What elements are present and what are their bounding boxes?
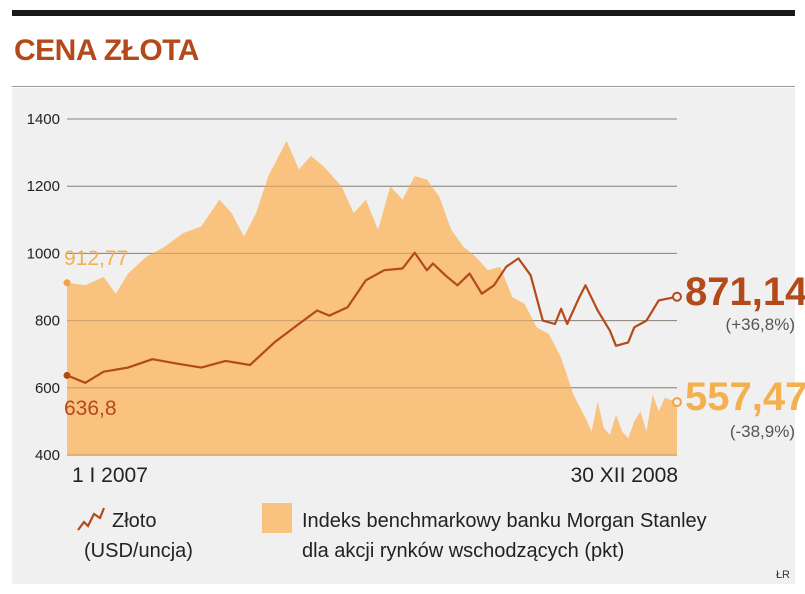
index-legend-swatch <box>262 503 292 533</box>
legend-index-unit: dla akcji rynków wschodzących (pkt) <box>302 540 624 562</box>
title-rule <box>12 86 795 87</box>
legend-index: Indeks benchmarkowy banku Morgan Stanley… <box>262 503 707 562</box>
index-start-dot <box>63 279 71 287</box>
gold-end-label: 871,14 <box>685 270 805 314</box>
y-tick-label: 600 <box>35 380 60 397</box>
gold-start-label: 636,8 <box>64 397 117 420</box>
index-end-dot <box>672 397 682 408</box>
y-tick-label: 1000 <box>27 245 60 262</box>
legend-index-name: Indeks benchmarkowy banku Morgan Stanley <box>302 510 707 532</box>
gridlines-over-area <box>67 118 677 456</box>
y-axis: 400 600 800 1000 1200 1400 <box>27 111 60 464</box>
gold-start-dot <box>63 371 71 379</box>
gold-legend-icon <box>77 507 106 531</box>
index-end-label: 557,47 <box>685 375 805 419</box>
index-start-label: 912,77 <box>64 247 128 270</box>
index-area <box>67 140 677 456</box>
y-tick-label: 1200 <box>27 178 60 195</box>
y-tick-label: 1400 <box>27 111 60 128</box>
credit: ŁR <box>776 569 790 581</box>
legend-gold: Złoto (USD/uncja) <box>77 507 193 562</box>
gold-line <box>66 251 678 384</box>
legend-gold-unit: (USD/uncja) <box>84 540 193 562</box>
x-label-end: 30 XII 2008 <box>571 464 678 487</box>
y-tick-label: 800 <box>35 313 60 330</box>
top-rule <box>12 10 795 16</box>
index-change-label: (-38,9%) <box>730 422 795 441</box>
x-label-start: 1 I 2007 <box>72 464 148 487</box>
gold-end-dot <box>672 291 682 302</box>
legend-gold-name: Złoto <box>112 510 156 532</box>
page-title: CENA ZŁOTA <box>14 34 199 67</box>
y-tick-label: 400 <box>35 447 60 464</box>
gold-change-label: (+36,8%) <box>726 315 795 334</box>
